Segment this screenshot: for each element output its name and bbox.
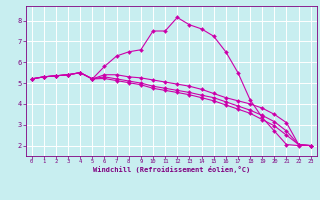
X-axis label: Windchill (Refroidissement éolien,°C): Windchill (Refroidissement éolien,°C) xyxy=(92,166,250,173)
